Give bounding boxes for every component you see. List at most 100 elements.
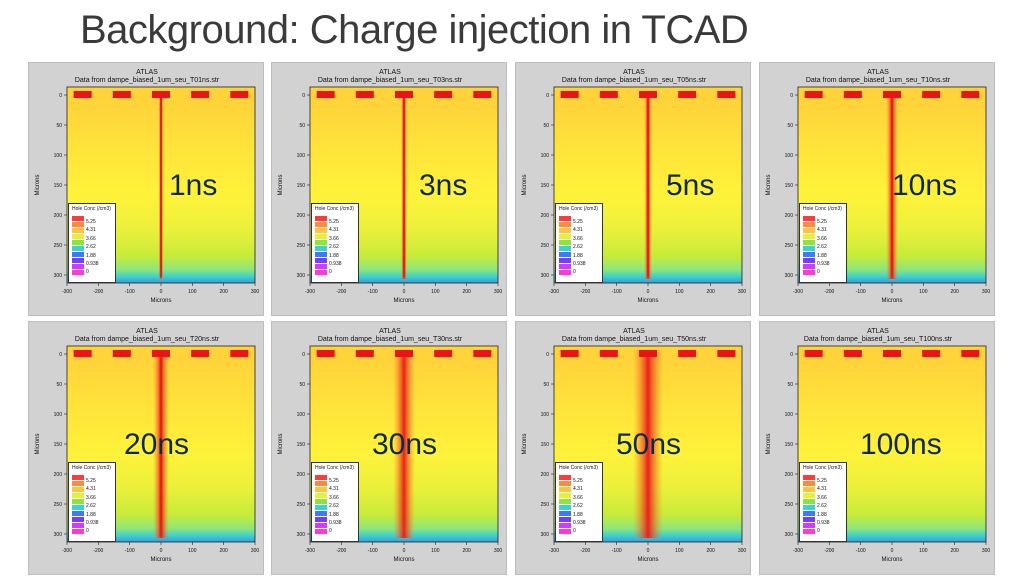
y-tick-label: 250 xyxy=(785,502,794,508)
legend-swatch xyxy=(315,517,327,522)
x-tick-label: 100 xyxy=(675,289,684,295)
charge-track-halo xyxy=(393,350,415,538)
legend-title: Hole Conc (/cm3) xyxy=(315,206,354,212)
charge-track xyxy=(890,93,894,277)
legend-swatch xyxy=(72,529,84,534)
charge-track xyxy=(646,93,650,277)
legend-swatch xyxy=(72,270,84,275)
legend-swatch xyxy=(72,481,84,486)
x-tick-label: 100 xyxy=(675,548,684,554)
legend-swatch xyxy=(72,499,84,504)
legend-value: 5.25 xyxy=(573,478,583,484)
legend-value: 2.62 xyxy=(817,244,827,251)
time-label: 10ns xyxy=(892,169,958,202)
y-tick-label: 100 xyxy=(54,412,63,418)
legend-value: 4.31 xyxy=(573,486,583,493)
y-tick-label: 200 xyxy=(54,213,63,219)
panel-file-title: Data from dampe_biased_1um_seu_T10ns.str xyxy=(805,77,951,84)
legend-swatch xyxy=(559,216,571,221)
y-tick-label: 0 xyxy=(790,93,793,99)
time-label: 50ns xyxy=(616,428,682,461)
x-tick-label: -100 xyxy=(612,548,622,554)
electrode xyxy=(395,91,413,98)
panel-file-title: Data from dampe_biased_1um_seu_T03ns.str xyxy=(317,77,463,84)
y-tick-label: 300 xyxy=(785,532,794,538)
time-label: 20ns xyxy=(124,428,190,461)
x-tick-label: 100 xyxy=(919,289,928,295)
legend-value: 1.88 xyxy=(817,511,827,518)
legend-swatch xyxy=(315,493,327,498)
y-axis-label: Microns xyxy=(766,174,772,195)
x-tick-label: 100 xyxy=(188,289,197,295)
time-label: 1ns xyxy=(169,169,218,202)
electrode xyxy=(717,91,736,98)
electrode xyxy=(112,350,131,357)
legend-value: 0 xyxy=(573,269,576,276)
legend-swatch xyxy=(803,216,815,221)
x-axis-label: Microns xyxy=(637,298,658,304)
electrode xyxy=(678,91,697,98)
legend-value: 0.938 xyxy=(573,261,586,267)
legend-swatch xyxy=(315,487,327,492)
y-axis-label: Microns xyxy=(35,433,41,454)
x-tick-label: 300 xyxy=(738,289,747,295)
legend-swatch xyxy=(72,216,84,221)
y-tick-label: 150 xyxy=(54,183,63,189)
electrode xyxy=(191,350,210,357)
x-tick-label: 200 xyxy=(462,289,471,295)
legend-swatch xyxy=(72,240,84,245)
y-tick-label: 150 xyxy=(785,442,794,448)
x-tick-label: 0 xyxy=(160,289,163,295)
x-tick-label: 300 xyxy=(251,548,260,554)
y-tick-label: 300 xyxy=(541,273,550,279)
simulation-panel: ATLAS Data from dampe_biased_1um_seu_T20n… xyxy=(28,321,264,575)
y-axis-label: Microns xyxy=(522,174,528,195)
electrode xyxy=(639,91,657,98)
legend-swatch xyxy=(559,252,571,257)
x-tick-label: 100 xyxy=(431,548,440,554)
legend-swatch xyxy=(803,258,815,263)
legend-swatch xyxy=(315,216,327,221)
y-tick-label: 100 xyxy=(54,153,63,159)
electrode xyxy=(73,91,92,98)
simulation-panel: ATLAS Data from dampe_biased_1um_seu_T10n… xyxy=(759,62,995,316)
legend-swatch xyxy=(803,481,815,486)
electrode xyxy=(922,350,941,357)
legend-value: 1.88 xyxy=(573,252,583,259)
y-tick-label: 250 xyxy=(541,243,550,249)
legend-swatch xyxy=(559,475,571,480)
legend-value: 5.25 xyxy=(573,219,583,225)
legend-value: 1.88 xyxy=(573,511,583,518)
electrode xyxy=(599,350,618,357)
legend-value: 0.938 xyxy=(329,520,342,526)
y-tick-label: 200 xyxy=(785,472,794,478)
y-tick-label: 150 xyxy=(297,183,306,189)
y-tick-label: 250 xyxy=(785,243,794,249)
y-axis-label: Microns xyxy=(522,433,528,454)
y-tick-label: 0 xyxy=(546,352,549,358)
y-tick-label: 150 xyxy=(297,442,306,448)
legend-swatch xyxy=(559,511,571,516)
legend-swatch xyxy=(803,252,815,257)
y-tick-label: 50 xyxy=(56,123,62,129)
y-tick-label: 0 xyxy=(302,93,305,99)
legend-value: 1.88 xyxy=(329,511,339,518)
legend-value: 1.88 xyxy=(86,252,96,259)
legend-value: 0.938 xyxy=(573,520,586,526)
simulation-panel: ATLAS Data from dampe_biased_1um_seu_T03n… xyxy=(271,62,507,316)
color-legend: Hole Conc (/cm3) 5.25 4.31 3.66 2.62 1.88 0.93… xyxy=(799,203,847,283)
legend-title: Hole Conc (/cm3) xyxy=(72,206,111,212)
y-tick-label: 0 xyxy=(59,352,62,358)
legend-title: Hole Conc (/cm3) xyxy=(803,465,842,471)
color-legend: Hole Conc (/cm3) 5.25 4.31 3.66 2.62 1.88 0.93… xyxy=(555,462,603,542)
x-tick-label: 200 xyxy=(219,548,228,554)
panel-file-title: Data from dampe_biased_1um_seu_T05ns.str xyxy=(561,77,707,84)
legend-value: 0 xyxy=(329,528,332,535)
x-tick-label: 200 xyxy=(950,548,959,554)
panel-file-title: Data from dampe_biased_1um_seu_T50ns.str xyxy=(561,336,707,343)
legend-value: 3.66 xyxy=(86,235,96,242)
legend-value: 0.938 xyxy=(817,520,830,526)
x-tick-label: -300 xyxy=(62,548,72,554)
legend-swatch xyxy=(803,505,815,510)
legend-value: 5.25 xyxy=(329,478,339,484)
